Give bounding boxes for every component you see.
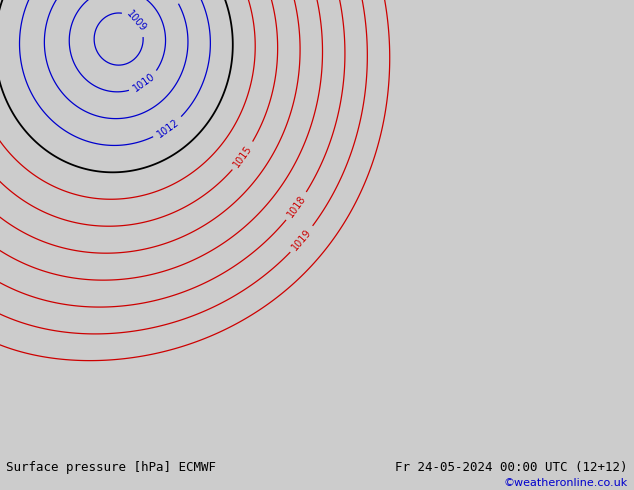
Text: Surface pressure [hPa] ECMWF: Surface pressure [hPa] ECMWF: [6, 461, 216, 474]
Text: 1015: 1015: [232, 143, 254, 169]
Text: 1019: 1019: [290, 227, 314, 252]
Text: 1009: 1009: [125, 9, 148, 34]
Text: ©weatheronline.co.uk: ©weatheronline.co.uk: [503, 478, 628, 488]
Text: 1011: 1011: [157, 0, 181, 2]
Text: 1018: 1018: [285, 194, 308, 219]
Text: Fr 24-05-2024 00:00 UTC (12+12): Fr 24-05-2024 00:00 UTC (12+12): [395, 461, 628, 474]
Text: 1010: 1010: [132, 72, 157, 94]
Text: 1012: 1012: [155, 117, 181, 139]
